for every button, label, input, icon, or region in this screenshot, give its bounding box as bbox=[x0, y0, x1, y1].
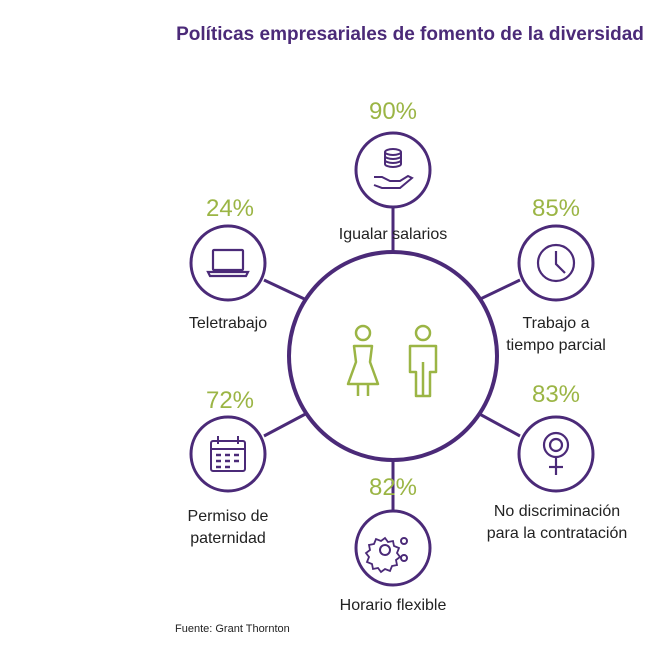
circle-teletrabajo bbox=[189, 224, 267, 302]
circle-salarios bbox=[354, 131, 432, 209]
gears-icon bbox=[364, 536, 408, 574]
center-circle bbox=[287, 250, 499, 462]
circle-horario bbox=[354, 509, 432, 587]
female-symbol-icon bbox=[542, 431, 570, 475]
label-tiempo-parcial: Trabajo a tiempo parcial bbox=[506, 315, 606, 354]
percent-horario: 82% bbox=[368, 474, 418, 501]
label-discriminacion: No discriminación para la contratación bbox=[486, 503, 628, 542]
woman-man-icon bbox=[346, 324, 438, 398]
percent-tiempo-parcial: 85% bbox=[531, 195, 581, 222]
chart-title: Políticas empresariales de fomento de la… bbox=[176, 24, 644, 45]
percent-paternidad: 72% bbox=[205, 387, 255, 414]
connector-discriminacion bbox=[473, 409, 521, 438]
percent-salarios: 90% bbox=[368, 98, 418, 125]
laptop-icon bbox=[206, 248, 250, 278]
source-note: Fuente: Grant Thornton bbox=[175, 623, 290, 635]
label-teletrabajo: Teletrabajo bbox=[188, 315, 268, 332]
label-salarios: Igualar salarios bbox=[338, 226, 448, 243]
label-paternidad: Permiso de paternidad bbox=[187, 508, 269, 547]
clock-icon bbox=[536, 243, 576, 283]
percent-discriminacion: 83% bbox=[531, 381, 581, 408]
circle-discriminacion bbox=[517, 415, 595, 493]
calendar-icon bbox=[210, 436, 246, 472]
coins-hand-icon bbox=[373, 148, 414, 189]
percent-teletrabajo: 24% bbox=[205, 195, 255, 222]
label-horario: Horario flexible bbox=[339, 597, 447, 614]
